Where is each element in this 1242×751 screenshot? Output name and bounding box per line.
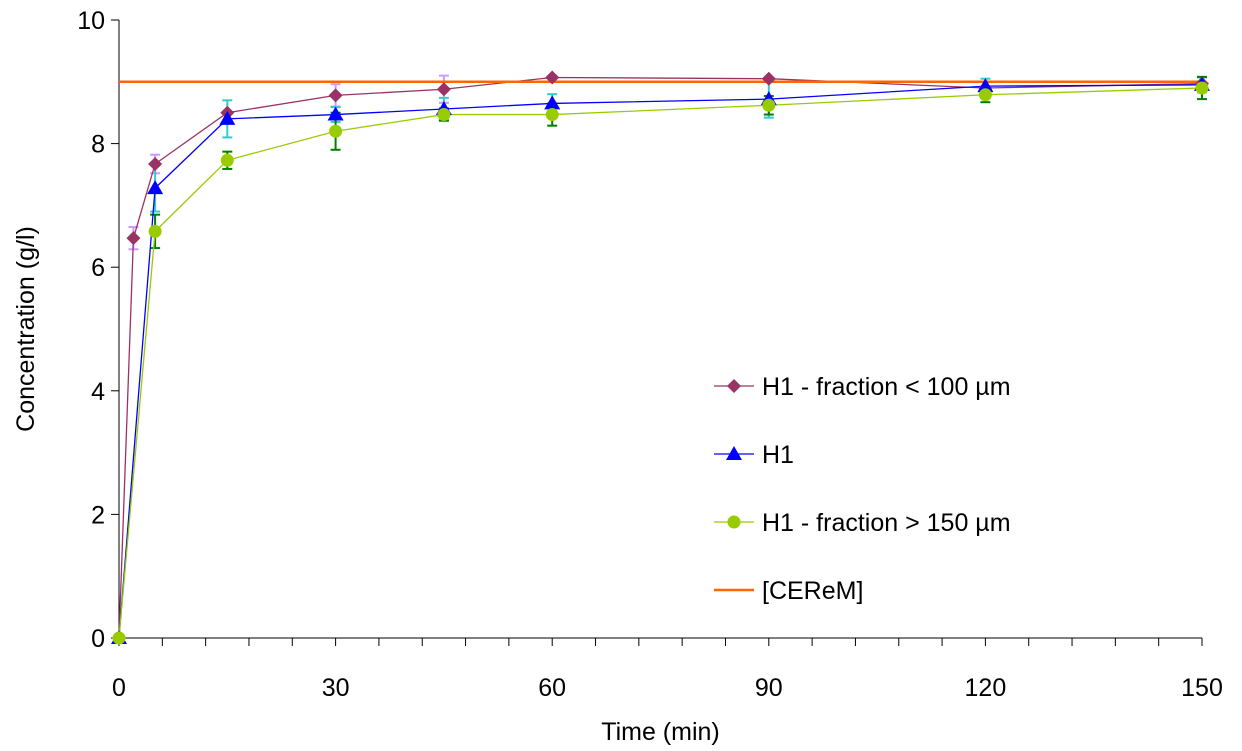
y-axis-label: Concentration (g/l) — [12, 226, 40, 432]
x-tick-label: 30 — [322, 674, 350, 702]
legend-label: [CEReM] — [762, 577, 863, 605]
data-point-circle — [545, 108, 559, 122]
y-tick-label: 2 — [91, 501, 105, 529]
data-point-circle — [727, 515, 741, 529]
data-point-circle — [437, 108, 451, 122]
data-point-circle — [978, 88, 992, 102]
series-lines — [118, 76, 1203, 639]
data-point-diamond — [436, 82, 451, 97]
y-tick-label: 4 — [91, 378, 105, 406]
data-point-circle — [220, 153, 234, 167]
x-tick-label: 120 — [965, 674, 1007, 702]
y-tick-label: 0 — [91, 625, 105, 653]
data-point-circle — [112, 631, 126, 645]
data-point-circle — [762, 98, 776, 112]
y-tick-label: 10 — [77, 7, 105, 35]
x-axis-label: Time (min) — [601, 718, 720, 746]
data-point-diamond — [545, 70, 560, 85]
axes — [111, 19, 1203, 646]
data-point-diamond — [328, 88, 343, 103]
data-point-diamond — [761, 71, 776, 86]
y-tick-label: 8 — [91, 131, 105, 159]
x-tick-label: 0 — [112, 674, 126, 702]
legend-label: H1 - fraction > 150 µm — [762, 509, 1011, 537]
data-point-triangle — [977, 78, 994, 93]
legend-label: H1 - fraction < 100 µm — [762, 373, 1011, 401]
data-point-circle — [329, 124, 343, 138]
legend: H1 - fraction < 100 µm H1 H1 - fraction > … — [714, 373, 1011, 605]
series-markers — [111, 70, 1210, 645]
data-point-diamond — [148, 156, 163, 171]
data-point-diamond — [727, 379, 741, 393]
data-point-triangle — [726, 446, 742, 460]
tick-labels: 0 2 4 6 8 10 0 30 60 90 120 150 — [77, 7, 1223, 702]
data-point-circle — [148, 224, 162, 238]
data-point-triangle — [147, 180, 164, 195]
data-point-triangle — [327, 106, 344, 121]
data-point-circle — [1195, 81, 1209, 95]
series-line — [118, 87, 1203, 639]
legend-label: H1 — [762, 441, 794, 469]
data-point-triangle — [219, 110, 236, 125]
data-point-triangle — [544, 95, 561, 110]
x-tick-label: 60 — [538, 674, 566, 702]
series-line — [118, 76, 1203, 639]
y-tick-label: 6 — [91, 254, 105, 282]
series-line — [118, 84, 1203, 639]
data-point-diamond — [126, 231, 141, 246]
x-tick-label: 90 — [755, 674, 783, 702]
x-tick-label: 150 — [1181, 674, 1223, 702]
